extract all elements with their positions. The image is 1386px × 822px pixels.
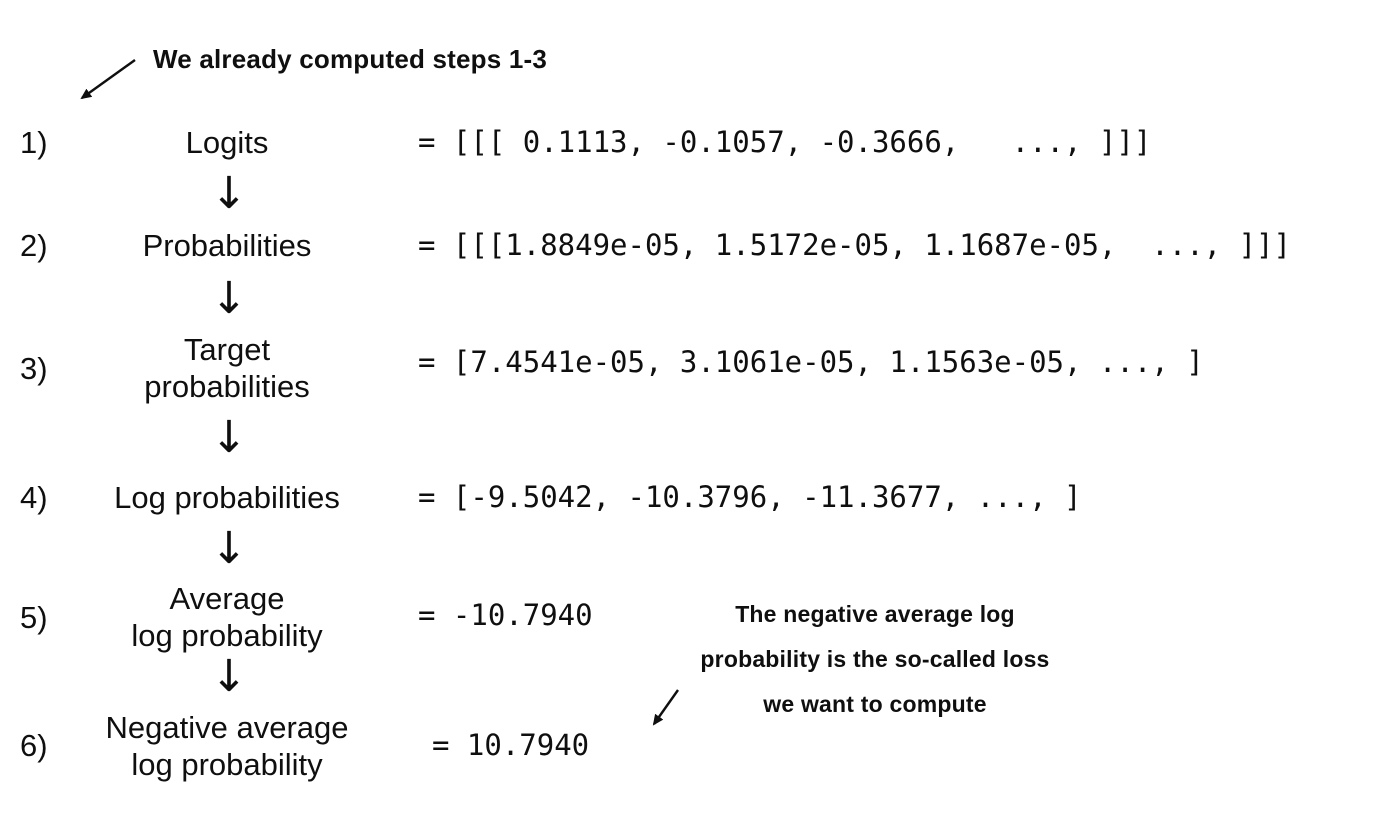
down-arrow-icon: ↓ <box>210 523 248 574</box>
diagonal-arrow-loss-icon <box>652 689 679 726</box>
step-label-line: Average <box>169 581 285 616</box>
step-label-log-probabilities: Log probabilities <box>68 479 386 516</box>
step-label-line: log probability <box>131 618 323 653</box>
step-label-line: Target <box>183 332 271 367</box>
step-label-line: Logits <box>185 125 269 160</box>
step-value-average-log-probability: = -10.7940 <box>418 598 593 632</box>
step-number-3: 3) <box>20 351 48 386</box>
annotation-loss-line: The negative average log <box>735 601 1015 627</box>
step-label-line: Probabilities <box>142 228 312 263</box>
annotation-loss-line: probability is the so-called loss <box>700 646 1050 672</box>
down-arrow-icon: ↓ <box>210 412 248 463</box>
step-label-probabilities: Probabilities <box>68 227 386 264</box>
step-label-line: Negative average <box>105 710 349 745</box>
step-label-logits: Logits <box>68 124 386 161</box>
step-label-line: probabilities <box>144 369 310 404</box>
annotation-loss: The negative average log probability is … <box>680 592 1070 727</box>
step-value-probabilities: = [[[1.8849e-05, 1.5172e-05, 1.1687e-05,… <box>418 228 1291 262</box>
annotation-loss-line: we want to compute <box>763 691 987 717</box>
step-label-negative-average-log-probability: Negative average log probability <box>68 709 386 783</box>
diagonal-arrow-top-icon <box>80 59 136 100</box>
step-value-logits: = [[[ 0.1113, -0.1057, -0.3666, ..., ]]] <box>418 125 1152 159</box>
step-label-target-probabilities: Target probabilities <box>68 331 386 405</box>
step-number-5: 5) <box>20 600 48 635</box>
step-value-log-probabilities: = [-9.5042, -10.3796, -11.3677, ..., ] <box>418 480 1082 514</box>
step-number-2: 2) <box>20 228 48 263</box>
down-arrow-icon: ↓ <box>210 168 248 219</box>
step-label-average-log-probability: Average log probability <box>68 580 386 654</box>
annotation-steps-1-3: We already computed steps 1-3 <box>153 44 548 74</box>
step-number-1: 1) <box>20 125 48 160</box>
step-number-6: 6) <box>20 728 48 763</box>
step-label-line: log probability <box>131 747 323 782</box>
step-number-4: 4) <box>20 480 48 515</box>
down-arrow-icon: ↓ <box>210 273 248 324</box>
step-value-target-probabilities: = [7.4541e-05, 3.1061e-05, 1.1563e-05, .… <box>418 345 1204 379</box>
step-label-line: Log probabilities <box>114 480 340 515</box>
step-value-negative-average-log-probability: = 10.7940 <box>432 728 590 762</box>
down-arrow-icon: ↓ <box>210 651 248 702</box>
